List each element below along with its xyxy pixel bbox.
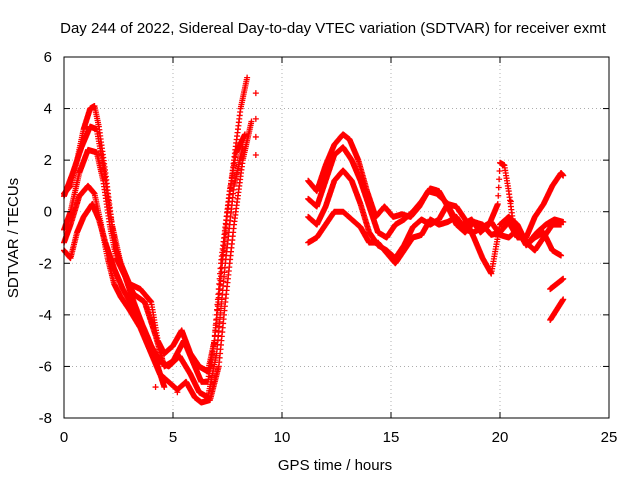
- x-tick-label: 10: [274, 429, 291, 446]
- x-tick-label: 5: [169, 429, 177, 446]
- y-tick-label: 0: [44, 204, 52, 221]
- y-tick-label: -4: [39, 307, 52, 324]
- series-isolated: [152, 90, 514, 396]
- series-trace-11: [547, 296, 567, 324]
- x-tick-label: 25: [601, 429, 618, 446]
- y-tick-label: 2: [44, 152, 52, 169]
- data-markers: [61, 74, 567, 406]
- series-trace-10: [547, 275, 567, 293]
- x-axis-label: GPS time / hours: [278, 457, 392, 474]
- x-tick-label: 15: [383, 429, 400, 446]
- chart-title: Day 244 of 2022, Sidereal Day-to-day VTE…: [60, 20, 607, 37]
- plot-frame: [63, 56, 610, 419]
- x-tick-label: 20: [492, 429, 509, 446]
- y-axis-label: SDTVAR / TECUs: [5, 178, 22, 298]
- series-trace-9: [305, 208, 565, 267]
- series-trace-2: [61, 123, 248, 385]
- series-trace-7: [305, 144, 567, 241]
- y-tick-label: -8: [39, 410, 52, 427]
- series-trace-8: [305, 167, 565, 277]
- y-tick-label: -2: [39, 255, 52, 272]
- x-axis-ticks: 0 5 10 15 20 25: [60, 57, 618, 446]
- y-tick-label: 6: [44, 49, 52, 66]
- y-tick-label: -6: [39, 358, 52, 375]
- y-axis-ticks: -8 -6 -4 -2 0 2 4 6: [39, 49, 609, 427]
- y-tick-label: 4: [44, 101, 52, 118]
- x-tick-label: 0: [60, 429, 68, 446]
